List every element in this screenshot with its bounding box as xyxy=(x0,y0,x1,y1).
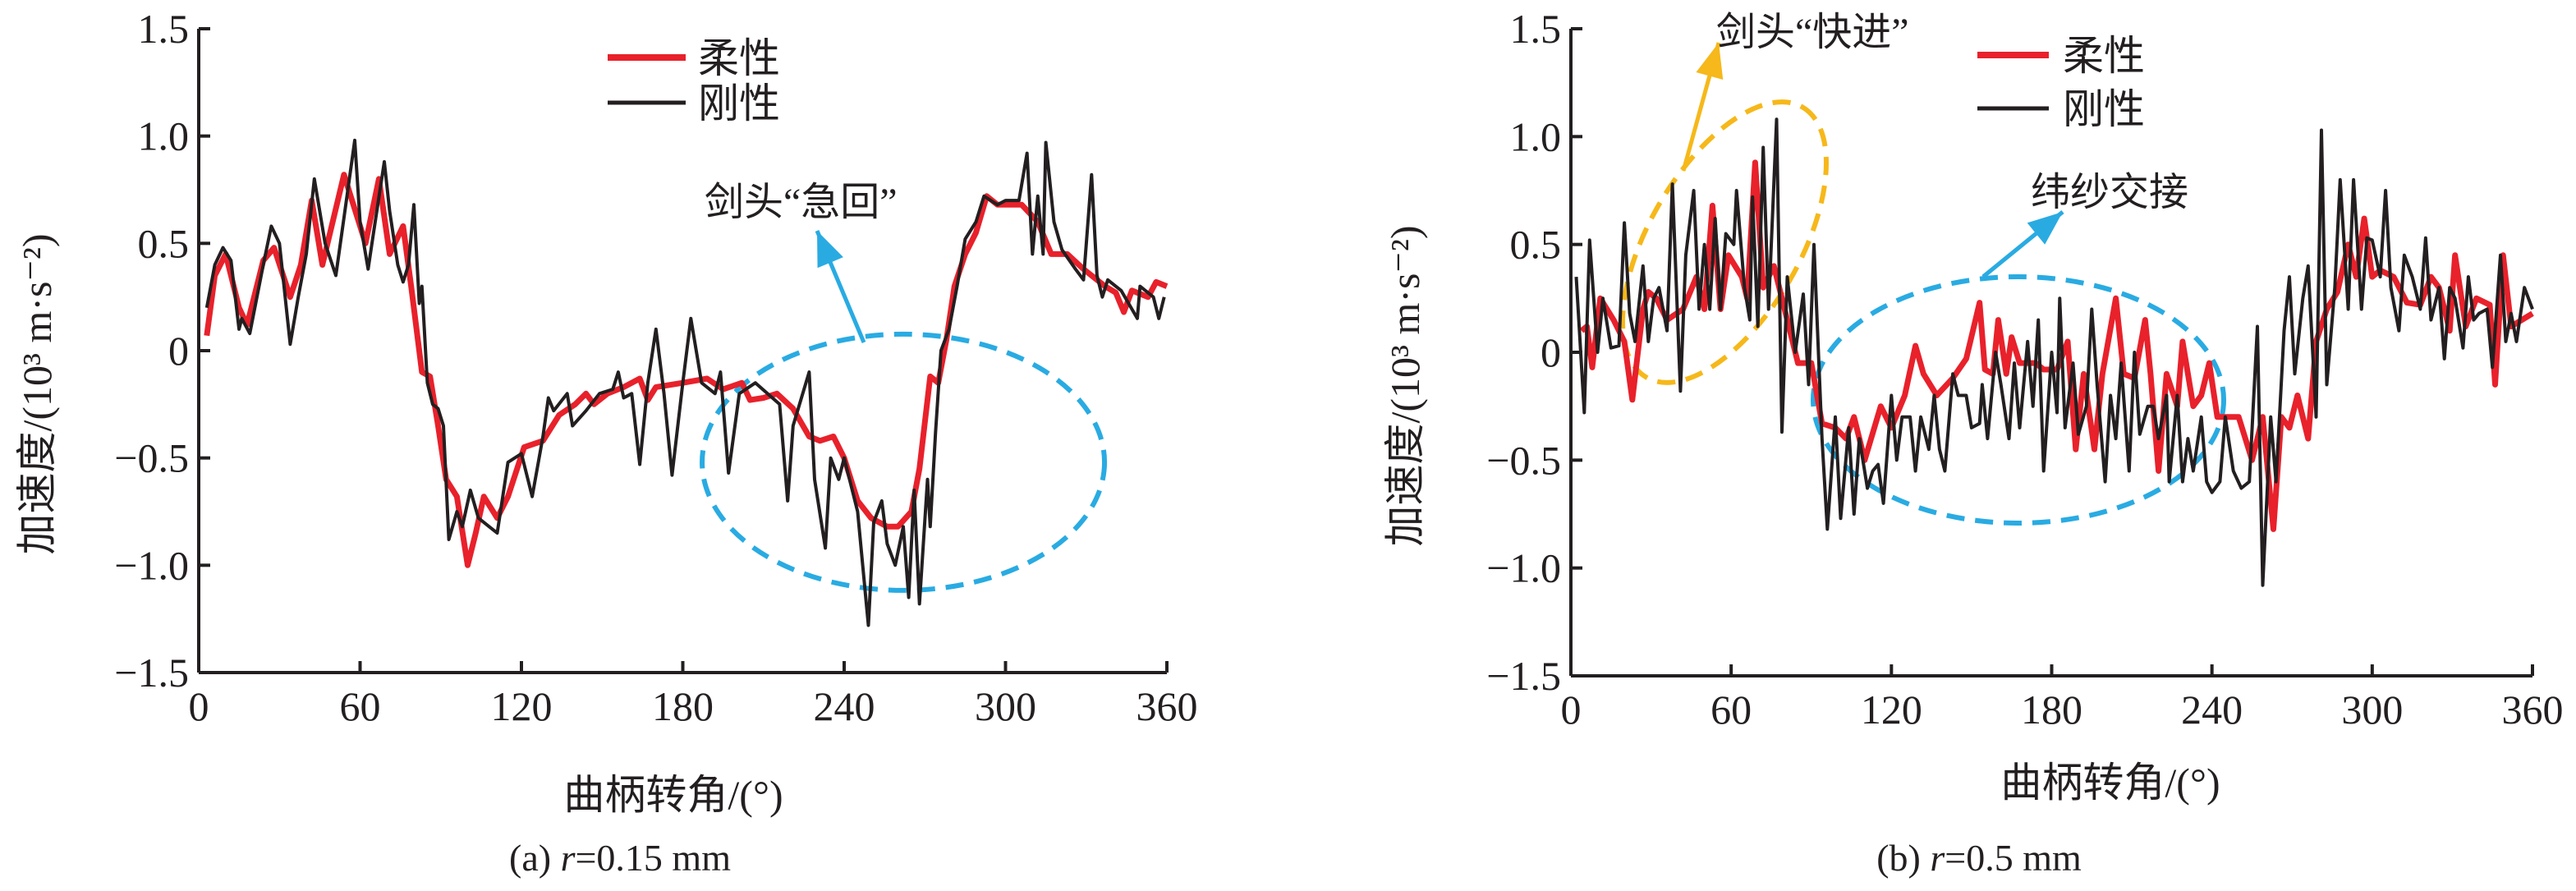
legend-label-rigid: 刚性 xyxy=(698,80,780,126)
weft-transfer-arrow-head-icon xyxy=(2027,212,2063,245)
caption-variable: r xyxy=(561,837,576,879)
x-tick-label: 60 xyxy=(340,683,381,729)
x-tick-label: 300 xyxy=(2341,687,2403,733)
series-line-flexible xyxy=(204,172,1169,568)
fast-forward-label: 剑头“快进” xyxy=(1716,11,1909,54)
x-tick-label: 240 xyxy=(2181,687,2243,733)
y-tick-label: 0.5 xyxy=(138,220,190,266)
figure-caption: (b) r=0.5 mm xyxy=(1876,837,2082,879)
legend-label-rigid: 刚性 xyxy=(2063,86,2145,132)
series-line-rigid xyxy=(1574,117,2534,587)
quick-return-label: 剑头“急回” xyxy=(705,181,898,224)
legend-label-flexible: 柔性 xyxy=(2063,33,2145,79)
x-tick-label: 360 xyxy=(2502,687,2564,733)
y-tick-label: −1.0 xyxy=(114,542,189,588)
x-tick-label: 0 xyxy=(189,683,209,729)
x-tick-label: 180 xyxy=(652,683,714,729)
y-tick-label: −1.5 xyxy=(114,650,189,696)
fast-forward-arrow-head-icon xyxy=(1696,43,1724,80)
fast-forward-ellipse xyxy=(1620,99,1829,385)
y-tick-label: 0 xyxy=(1541,329,1561,375)
y-tick-label: 1.0 xyxy=(1510,113,1562,159)
y-tick-label: 1.5 xyxy=(1510,6,1562,52)
caption-value: =0.15 mm xyxy=(575,837,731,879)
caption-prefix: (b) xyxy=(1876,837,1930,879)
x-tick-label: 180 xyxy=(2021,687,2082,733)
annotations: 剑头“急回” xyxy=(700,181,1108,593)
figure-caption: (a) r=0.15 mm xyxy=(509,837,731,879)
chart-panel-a: −1.5 −1.0 −0.5 0 0.5 1.0 1.5 0 60 120 180 240 300 360… xyxy=(14,6,1198,879)
x-tick-label: 0 xyxy=(1561,687,1582,733)
caption-prefix: (a) xyxy=(509,837,561,879)
y-tick-label: −0.5 xyxy=(1486,437,1561,483)
x-axis-title: 曲柄转角/(°) xyxy=(2000,760,2220,806)
x-tick-label: 360 xyxy=(1136,683,1198,729)
series-line-rigid xyxy=(204,138,1166,627)
weft-transfer-label: 纬纱交接 xyxy=(2031,171,2188,214)
weft-transfer-ellipse xyxy=(1811,274,2226,526)
x-tick-label: 120 xyxy=(491,683,553,729)
y-tick-label: −1.5 xyxy=(1486,653,1561,699)
y-axis-title: 加速度/(10³ m·s⁻²) xyxy=(1382,225,1428,546)
legend-label-flexible: 柔性 xyxy=(698,35,780,81)
x-tick-label: 60 xyxy=(1710,687,1752,733)
caption-value: =0.5 mm xyxy=(1945,837,2082,879)
quick-return-ellipse xyxy=(700,331,1108,593)
annotations: 剑头“快进” 纬纱交接 xyxy=(1620,11,2226,526)
x-tick-label: 240 xyxy=(814,683,875,729)
y-tick-label: 1.0 xyxy=(138,113,190,159)
y-tick-label: 0 xyxy=(168,328,189,374)
y-tick-label: 1.5 xyxy=(138,6,190,52)
y-tick-label: −1.0 xyxy=(1486,545,1561,591)
y-tick-label: 0.5 xyxy=(1510,222,1562,268)
y-axis-title: 加速度/(10³ m·s⁻²) xyxy=(14,233,60,554)
y-tick-label: −0.5 xyxy=(114,435,189,481)
quick-return-arrow-head-icon xyxy=(817,231,843,269)
x-tick-label: 300 xyxy=(975,683,1036,729)
chart-panel-b: −1.5 −1.0 −0.5 0 0.5 1.0 1.5 0 60 120 180 240 300 360… xyxy=(1382,6,2564,879)
caption-variable: r xyxy=(1930,837,1945,879)
x-axis-title: 曲柄转角/(°) xyxy=(563,772,783,818)
x-tick-label: 120 xyxy=(1861,687,1922,733)
